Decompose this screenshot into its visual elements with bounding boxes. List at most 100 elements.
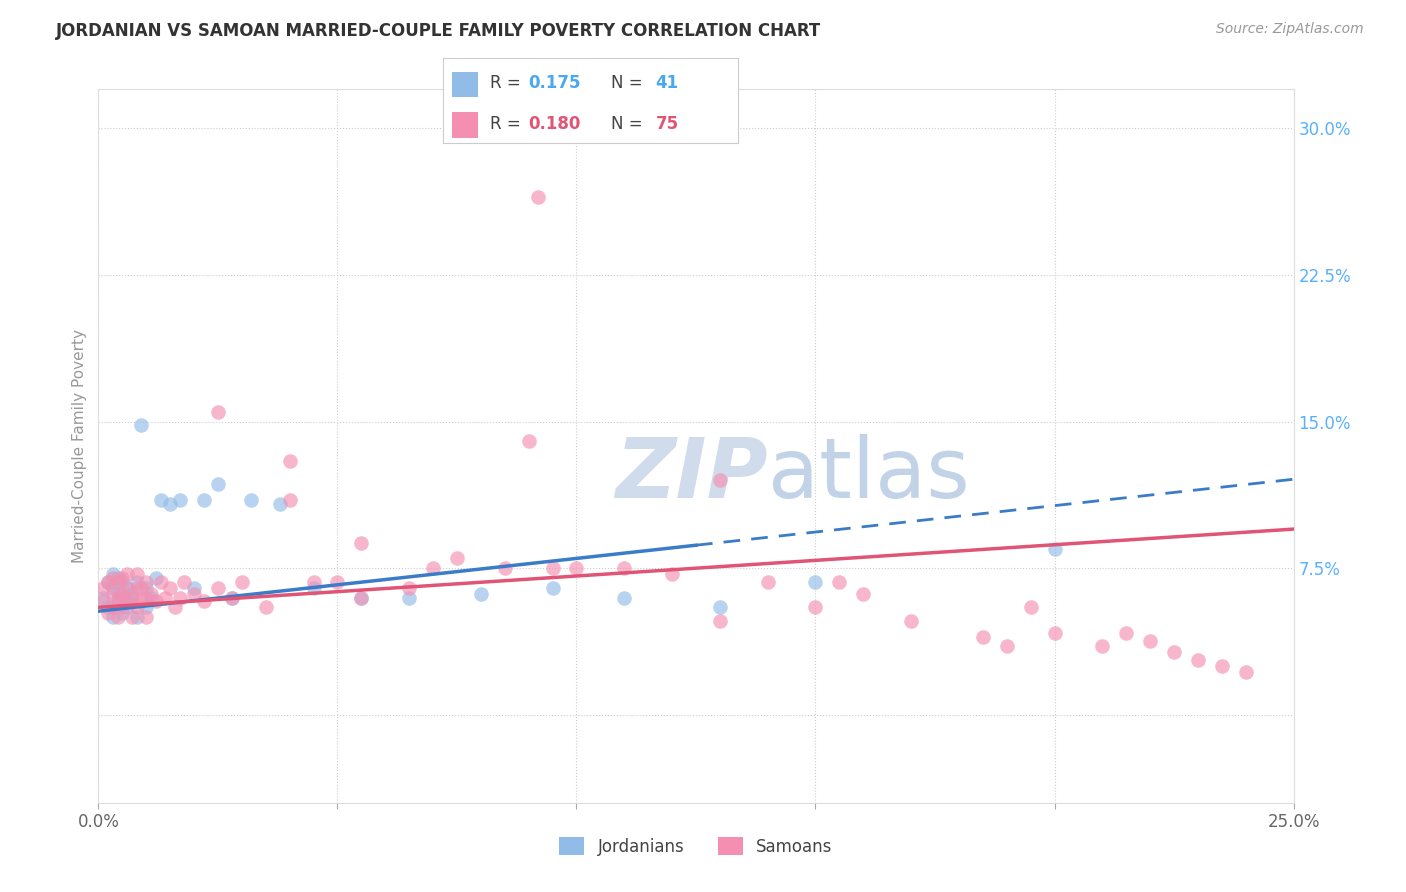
Point	[398, 581, 420, 595]
Point	[121, 591, 143, 605]
Text: Source: ZipAtlas.com: Source: ZipAtlas.com	[1216, 22, 1364, 37]
Point	[107, 574, 129, 589]
Point	[183, 581, 205, 595]
Point	[541, 581, 564, 595]
Point	[101, 600, 124, 615]
Point	[173, 574, 195, 589]
Point	[101, 571, 124, 585]
Point	[221, 591, 243, 605]
Point	[517, 434, 540, 449]
Point	[145, 571, 167, 585]
Point	[101, 581, 124, 595]
Point	[111, 574, 134, 589]
Point	[972, 630, 994, 644]
Point	[1139, 633, 1161, 648]
Point	[1043, 541, 1066, 556]
Point	[125, 600, 148, 615]
Point	[131, 581, 153, 595]
Point	[115, 567, 138, 582]
Text: R =: R =	[491, 74, 526, 93]
Point	[139, 591, 162, 605]
Point	[804, 600, 827, 615]
Point	[541, 561, 564, 575]
Point	[193, 594, 215, 608]
Point	[125, 574, 148, 589]
Point	[398, 591, 420, 605]
Point	[115, 581, 138, 595]
Point	[111, 591, 134, 605]
Point	[97, 600, 120, 615]
Point	[709, 614, 731, 628]
Point	[422, 561, 444, 575]
Point	[163, 600, 186, 615]
Point	[91, 581, 114, 595]
Point	[115, 600, 138, 615]
Point	[159, 497, 181, 511]
Point	[125, 581, 148, 595]
Point	[111, 586, 134, 600]
Point	[1234, 665, 1257, 679]
Point	[121, 610, 143, 624]
Point	[302, 574, 325, 589]
Point	[131, 418, 153, 433]
Point	[326, 574, 349, 589]
Point	[107, 571, 129, 585]
Point	[527, 190, 550, 204]
Point	[135, 591, 157, 605]
Point	[145, 594, 167, 608]
Point	[135, 610, 157, 624]
Point	[709, 600, 731, 615]
Point	[125, 610, 148, 624]
Point	[101, 586, 124, 600]
Point	[111, 571, 134, 585]
Point	[828, 574, 851, 589]
Point	[1211, 659, 1233, 673]
Point	[221, 591, 243, 605]
Point	[207, 477, 229, 491]
Point	[111, 606, 134, 620]
Point	[709, 473, 731, 487]
Point	[350, 591, 373, 605]
Y-axis label: Married-Couple Family Poverty: Married-Couple Family Poverty	[72, 329, 87, 563]
Point	[565, 561, 588, 575]
Point	[1115, 625, 1137, 640]
Text: 75: 75	[655, 115, 679, 133]
Text: JORDANIAN VS SAMOAN MARRIED-COUPLE FAMILY POVERTY CORRELATION CHART: JORDANIAN VS SAMOAN MARRIED-COUPLE FAMIL…	[56, 22, 821, 40]
Point	[1019, 600, 1042, 615]
Point	[207, 581, 229, 595]
Point	[278, 453, 301, 467]
Point	[155, 591, 177, 605]
Point	[1091, 640, 1114, 654]
Point	[207, 405, 229, 419]
Text: R =: R =	[491, 115, 526, 133]
Point	[1163, 645, 1185, 659]
Text: atlas: atlas	[768, 434, 969, 515]
FancyBboxPatch shape	[451, 112, 478, 137]
Point	[115, 581, 138, 595]
Point	[494, 561, 516, 575]
Point	[97, 574, 120, 589]
Point	[446, 551, 468, 566]
Point	[101, 610, 124, 624]
Text: ZIP: ZIP	[614, 434, 768, 515]
Point	[111, 600, 134, 615]
Legend: Jordanians, Samoans: Jordanians, Samoans	[553, 830, 839, 863]
Point	[1187, 653, 1209, 667]
Point	[613, 591, 636, 605]
Point	[91, 591, 114, 605]
Point	[135, 574, 157, 589]
FancyBboxPatch shape	[451, 71, 478, 97]
Point	[97, 606, 120, 620]
Point	[1043, 625, 1066, 640]
Point	[193, 492, 215, 507]
Point	[661, 567, 683, 582]
Point	[135, 600, 157, 615]
Point	[613, 561, 636, 575]
Point	[169, 591, 191, 605]
Point	[350, 535, 373, 549]
Text: 41: 41	[655, 74, 679, 93]
Point	[350, 591, 373, 605]
Point	[121, 586, 143, 600]
Point	[231, 574, 253, 589]
Point	[139, 586, 162, 600]
